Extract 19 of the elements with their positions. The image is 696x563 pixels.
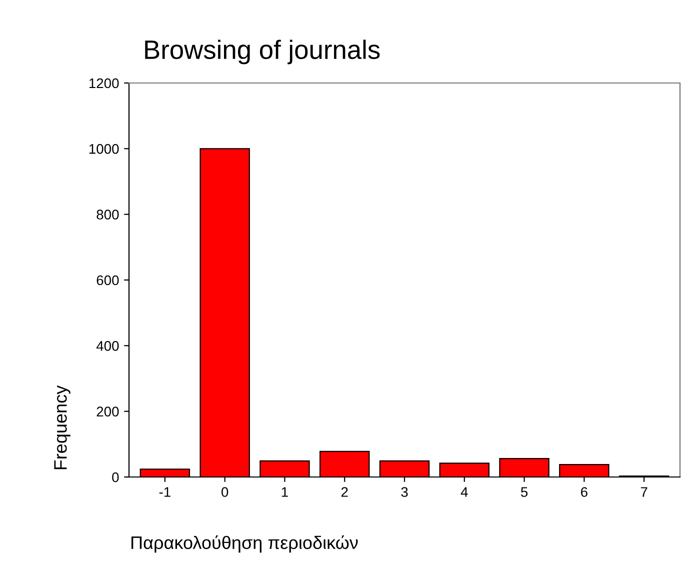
y-tick-label: 400 <box>96 341 119 351</box>
y-tick-label: 600 <box>96 275 119 286</box>
y-tick-label: 1200 <box>89 78 119 88</box>
y-axis-title: Frequency <box>54 385 70 470</box>
y-tick-label: 1000 <box>89 144 119 154</box>
x-tick-label: 4 <box>460 487 468 497</box>
x-tick-label: -1 <box>159 487 170 497</box>
y-tick-label: 0 <box>112 472 119 482</box>
x-tick-label: 3 <box>401 487 408 497</box>
y-tick-label: 200 <box>96 406 119 417</box>
y-tick-label: 800 <box>96 210 119 220</box>
x-tick-label: 6 <box>581 487 588 497</box>
x-tick-label: 5 <box>520 487 528 497</box>
x-tick-label: 0 <box>222 487 228 497</box>
x-axis-title: Παρακολούθηση περιοδικών <box>131 535 358 553</box>
x-tick-label: 1 <box>282 487 288 497</box>
chart-title: Browsing of journals <box>145 40 380 64</box>
x-tick-label: 7 <box>640 487 648 497</box>
x-tick-label: 2 <box>341 487 348 497</box>
